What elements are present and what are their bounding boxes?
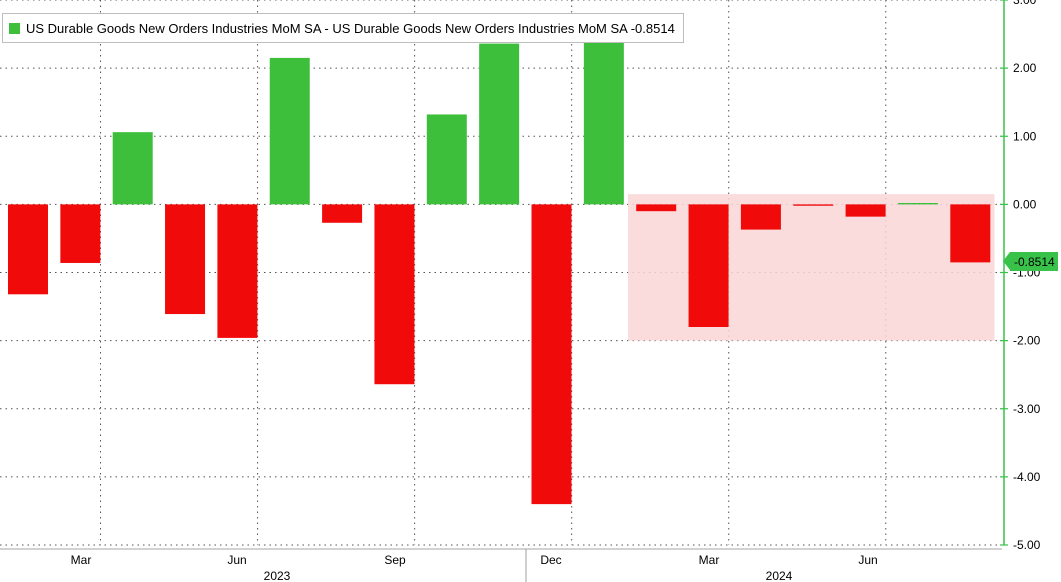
bar	[479, 43, 520, 205]
highlight-region	[628, 194, 995, 341]
bar	[426, 114, 467, 205]
y-tick-label: -3.00	[1013, 402, 1041, 416]
y-tick-label: 3.00	[1013, 0, 1037, 7]
y-tick-label: 0.00	[1013, 197, 1037, 211]
bar	[322, 204, 363, 223]
bar	[112, 132, 153, 205]
x-tick-label: Mar	[699, 553, 720, 567]
x-tick-label: Jun	[227, 553, 246, 567]
bar	[636, 204, 677, 212]
bar	[845, 204, 886, 217]
bar	[217, 204, 258, 338]
bar	[374, 204, 415, 385]
bar	[688, 204, 729, 327]
y-axis: 3.002.001.000.00-1.00-2.00-3.00-4.00-5.0…	[1000, 0, 1041, 552]
bar	[269, 57, 310, 205]
y-tick-label: 2.00	[1013, 61, 1037, 75]
x-tick-label: Jun	[858, 553, 877, 567]
last-value-badge: -0.8514	[1010, 252, 1058, 271]
legend-label: US Durable Goods New Orders Industries M…	[26, 20, 675, 36]
last-value-arrow	[1003, 252, 1010, 270]
bar	[583, 40, 624, 205]
bar	[165, 204, 206, 315]
y-tick-label: 1.00	[1013, 129, 1037, 143]
bars	[8, 40, 991, 505]
bar	[950, 204, 991, 263]
x-tick-label: Mar	[71, 553, 92, 567]
x-axis: Mar Jun Sep Dec Mar Jun 2023 2024	[0, 548, 1002, 582]
bar	[740, 204, 781, 230]
year-label: 2024	[766, 569, 793, 582]
y-tick-label: -5.00	[1013, 538, 1041, 552]
bar	[531, 204, 572, 505]
x-tick-label: Sep	[384, 553, 406, 567]
legend-swatch	[9, 22, 20, 34]
y-tick-label: -2.00	[1013, 334, 1041, 348]
bar	[8, 204, 48, 295]
y-tick-label: -4.00	[1013, 470, 1041, 484]
legend: US Durable Goods New Orders Industries M…	[2, 13, 684, 43]
bar	[793, 204, 834, 206]
x-tick-label: Dec	[540, 553, 561, 567]
bar	[60, 204, 101, 263]
bar	[897, 203, 938, 205]
year-label: 2023	[264, 569, 291, 582]
